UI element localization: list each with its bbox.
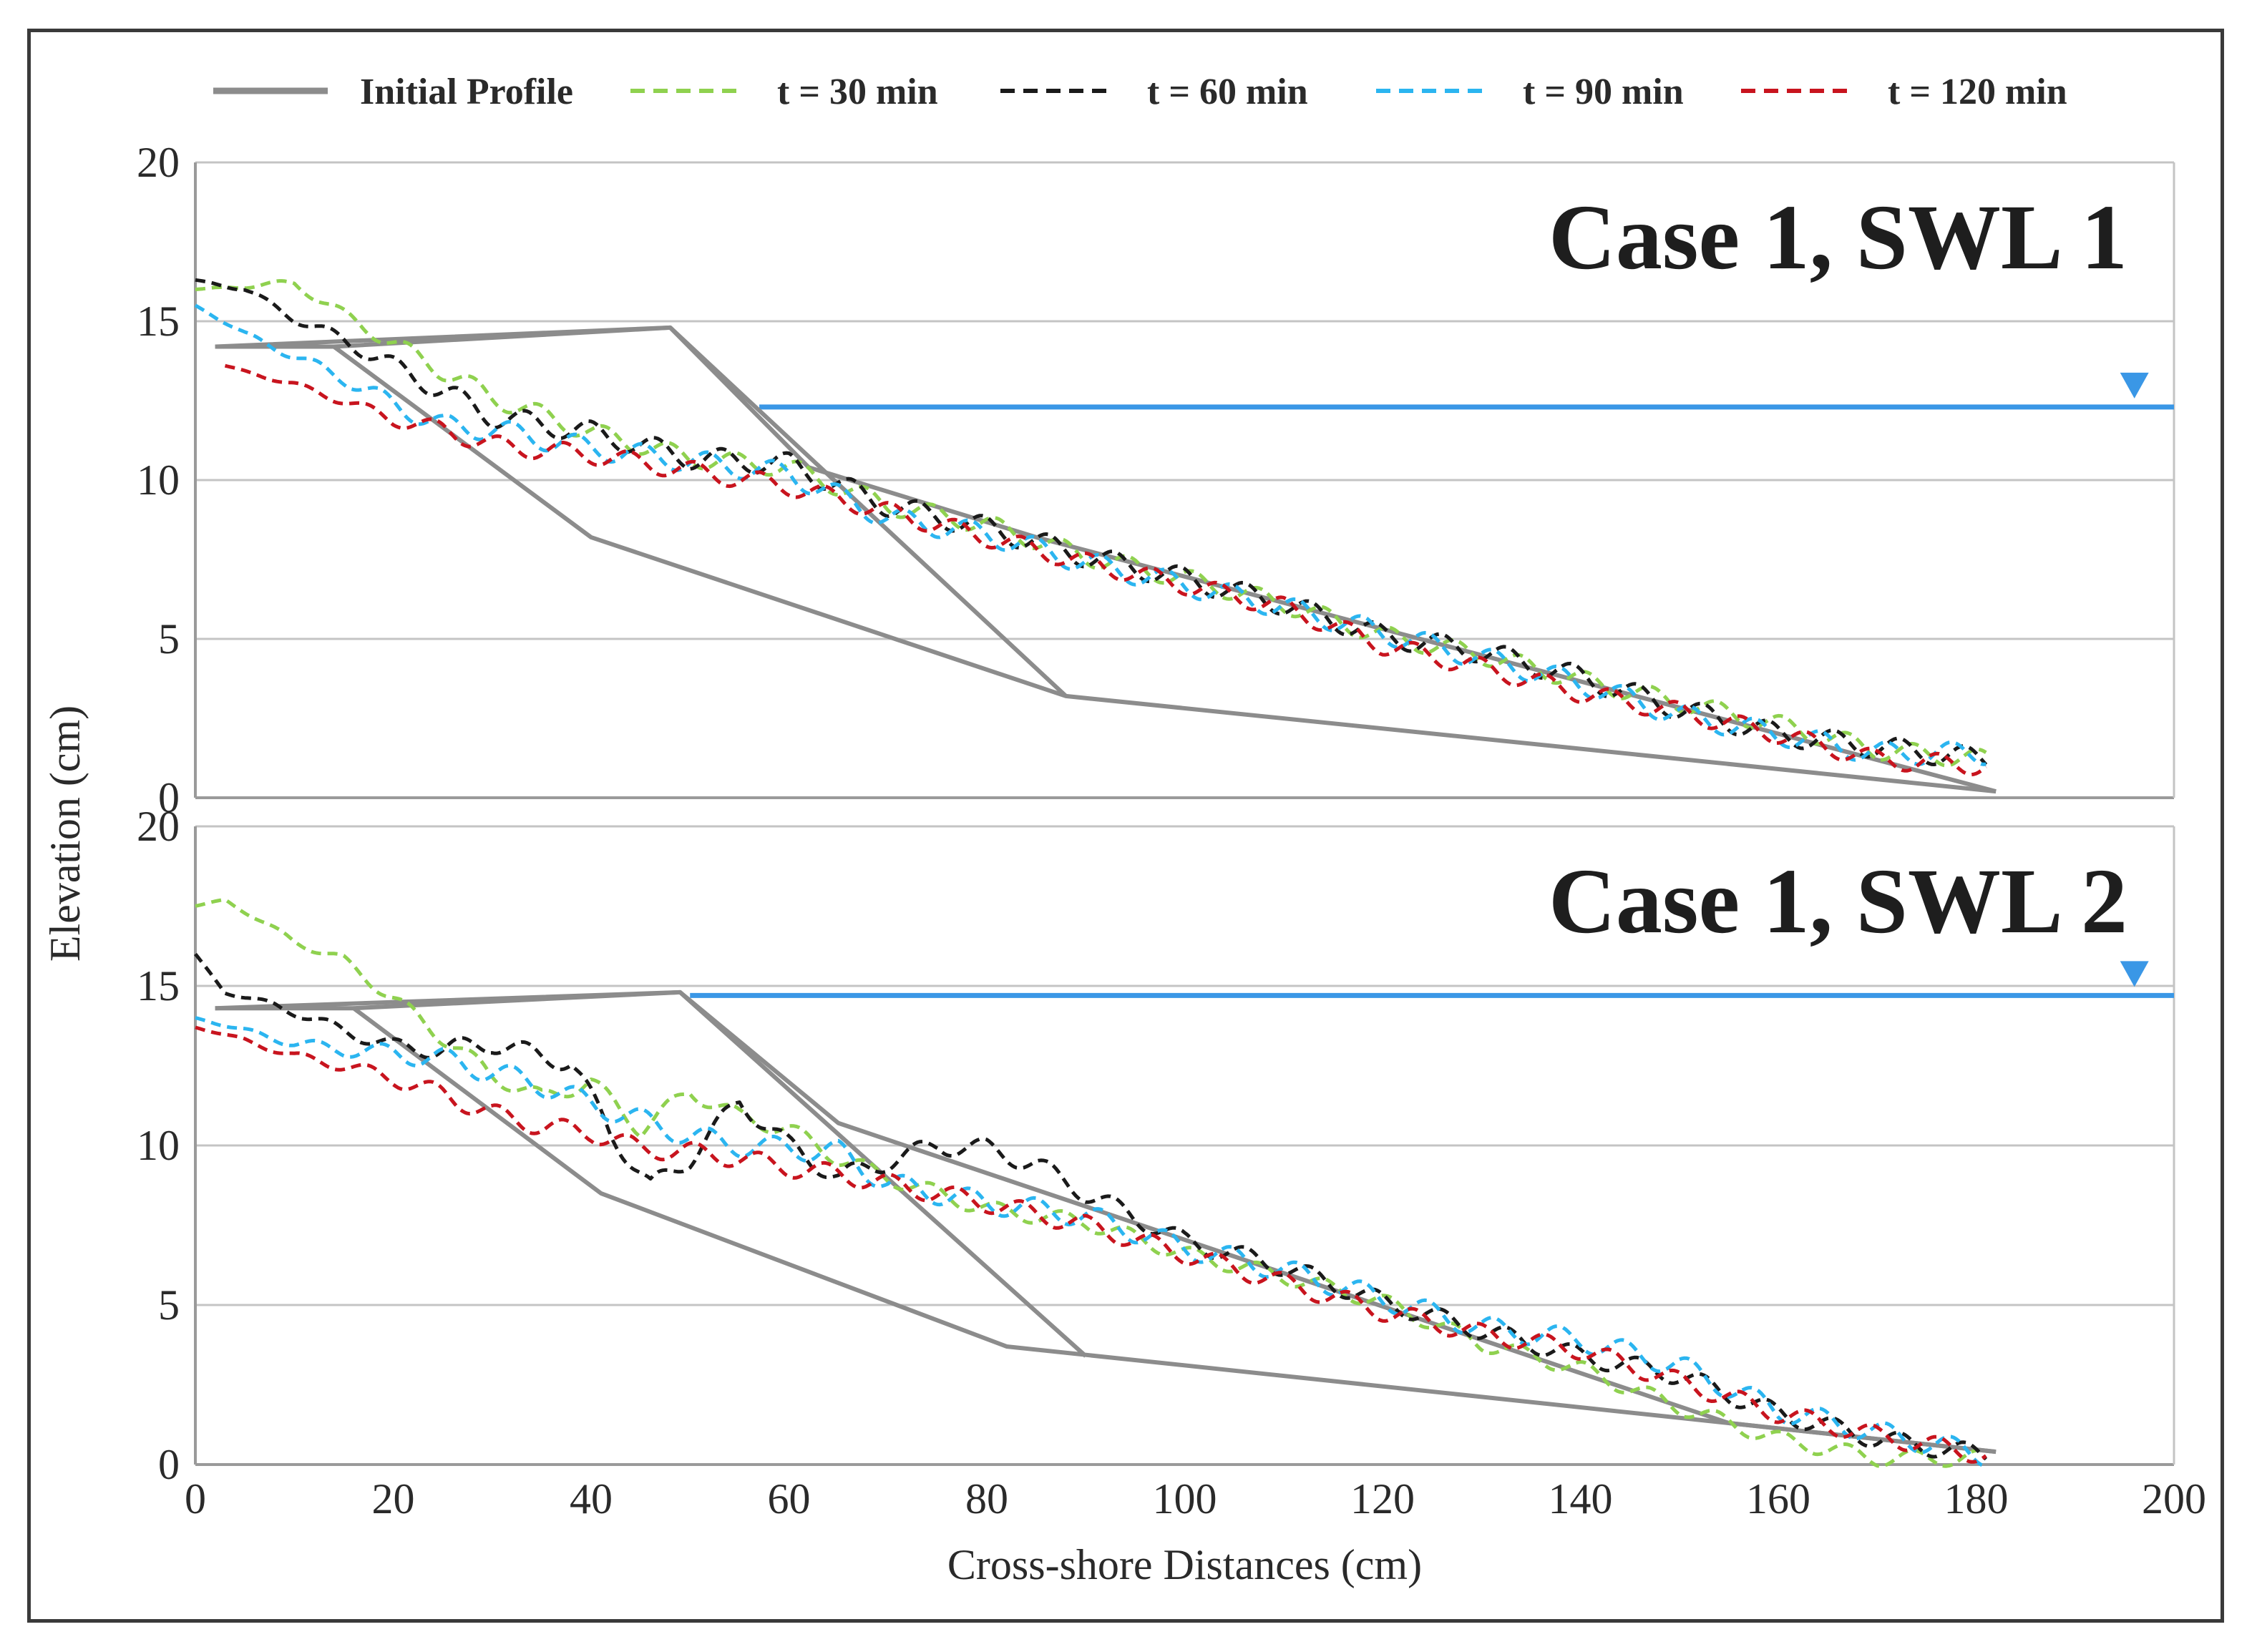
x-tick-label: 0 — [185, 1475, 206, 1523]
series-line-t90 — [194, 303, 1987, 766]
legend-item-t120: t = 120 min — [1741, 72, 2067, 112]
legend-item-initial: Initial Profile — [213, 72, 573, 112]
panel-title: Case 1, SWL 1 — [1549, 186, 2127, 289]
legend-item-t60: t = 60 min — [1000, 72, 1308, 112]
x-tick-label: 60 — [768, 1475, 811, 1523]
swl-marker-icon — [2120, 372, 2149, 399]
legend-label-t60: t = 60 min — [1147, 72, 1308, 112]
y-tick-label: 0 — [158, 774, 180, 821]
legend-label-initial: Initial Profile — [360, 72, 573, 112]
y-tick-label: 5 — [158, 615, 180, 663]
panel-title: Case 1, SWL 2 — [1549, 850, 2127, 953]
y-tick-label: 20 — [137, 139, 180, 186]
initial-profile-line — [215, 344, 1997, 794]
x-tick-label: 140 — [1549, 1475, 1613, 1523]
x-tick-label: 200 — [2142, 1475, 2206, 1523]
series-line-t30 — [195, 279, 1987, 768]
legend: Initial Profile t = 30 min t = 60 min t = 9… — [213, 72, 2067, 112]
swl-marker-icon — [2120, 961, 2149, 987]
initial-profile-line — [215, 1006, 1997, 1455]
figure-frame: Initial Profile t = 30 min t = 60 min t = 9… — [27, 29, 2224, 1623]
y-tick-label: 5 — [158, 1281, 180, 1329]
y-tick-label: 15 — [137, 962, 180, 1010]
x-tick-label: 40 — [570, 1475, 613, 1523]
x-tick-label: 120 — [1350, 1475, 1415, 1523]
initial-profile-line — [354, 989, 1997, 1455]
y-axis-title: Elevation (cm) — [42, 705, 89, 962]
chart-canvas: Initial Profile t = 30 min t = 60 min t = 9… — [42, 72, 2206, 1588]
series-line-t120 — [195, 1025, 1987, 1464]
y-tick-label: 0 — [158, 1441, 180, 1488]
x-tick-label: 180 — [1944, 1475, 2009, 1523]
legend-item-t90: t = 90 min — [1376, 72, 1684, 112]
initial-profile-line — [215, 989, 1088, 1358]
legend-label-t90: t = 90 min — [1523, 72, 1684, 112]
series-line-t90 — [195, 1016, 1987, 1468]
y-tick-label: 20 — [137, 803, 180, 850]
legend-label-t30: t = 30 min — [777, 72, 938, 112]
y-tick-label: 10 — [137, 456, 180, 504]
x-tick-label: 20 — [372, 1475, 415, 1523]
series-line-t120 — [224, 363, 1987, 777]
x-tick-label: 100 — [1153, 1475, 1217, 1523]
y-tick-label: 10 — [137, 1122, 180, 1169]
x-tick-label: 80 — [965, 1475, 1008, 1523]
x-tick-label: 160 — [1746, 1475, 1810, 1523]
y-tick-label: 15 — [137, 298, 180, 345]
panel-swl-1: 0 5 10 15 20 Case 1, SWL 1 — [137, 139, 2175, 821]
x-axis-title: Cross-shore Distances (cm) — [947, 1541, 1422, 1588]
series-line-t60 — [195, 278, 1988, 766]
legend-label-t120: t = 120 min — [1888, 72, 2067, 112]
legend-item-t30: t = 30 min — [630, 72, 938, 112]
